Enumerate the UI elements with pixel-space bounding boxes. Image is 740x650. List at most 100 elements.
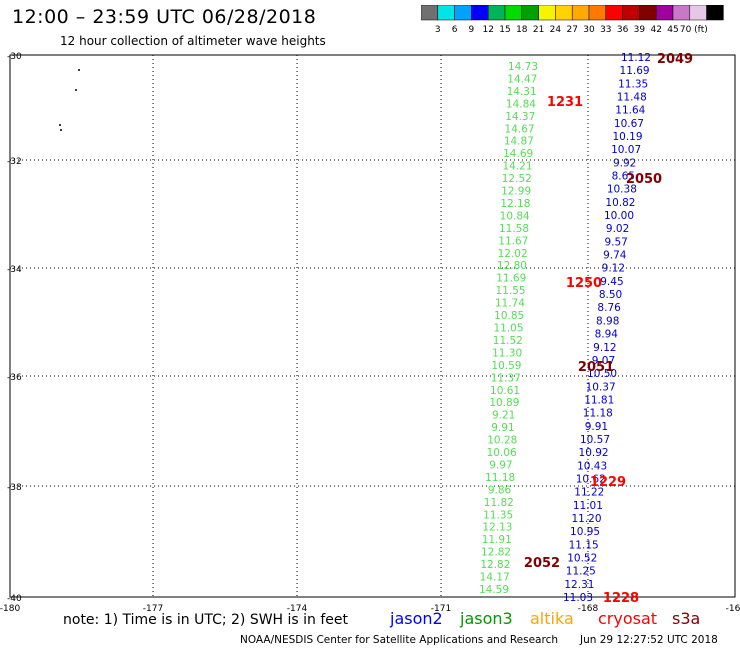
wave-height-value: 10.52 [567, 552, 597, 564]
wave-height-value: 9.74 [603, 250, 627, 262]
orbit-pass-label: 1231 [547, 95, 583, 110]
wave-height-value: 14.84 [506, 98, 536, 110]
wave-height-value: 11.30 [492, 347, 522, 359]
wave-height-value: 12.13 [482, 522, 512, 534]
legend-cryosat: cryosat [598, 609, 657, 628]
wave-height-value: 9.91 [491, 422, 514, 434]
wave-height-value: 14.31 [507, 86, 537, 98]
wave-height-value: 11.01 [573, 500, 603, 512]
orbit-pass-label: 2052 [524, 556, 560, 571]
wave-height-value: 12.31 [564, 579, 594, 591]
orbit-pass-label: 1250 [566, 276, 602, 291]
wave-height-value: 11.05 [493, 323, 523, 335]
island-dot [75, 89, 77, 91]
wave-height-value: 14.69 [503, 148, 533, 160]
wave-height-value: 12.02 [498, 248, 528, 260]
latitude-label: -32 [7, 157, 22, 167]
colorbar-tick-label: 15 [499, 25, 510, 35]
wave-height-value: 10.00 [604, 210, 634, 222]
wave-height-value: 11.64 [615, 105, 645, 117]
island-dot [59, 124, 61, 126]
wave-height-value: 8.98 [596, 315, 619, 327]
units-note: note: 1) Time is in UTC; 2) SWH is in fe… [63, 612, 349, 628]
wave-height-value: 14.37 [505, 111, 535, 123]
wave-height-value: 11.74 [495, 298, 525, 310]
longitude-label: -171 [431, 604, 451, 614]
wave-height-value: 9.02 [606, 223, 629, 235]
latitude-label: -30 [7, 52, 22, 62]
latitude-label: -34 [7, 265, 22, 275]
colorbar-tick-label: 6 [452, 25, 458, 35]
wave-height-value: 10.92 [579, 447, 609, 459]
wave-height-colorbar: 3 6 9 12 15 18 21 24 27 30 33 36 39 42 45 70 (ft) [421, 5, 724, 35]
wave-height-value: 10.43 [577, 460, 607, 472]
wave-height-value: 9.45 [600, 276, 623, 288]
wave-height-value: 11.82 [484, 497, 514, 509]
wave-height-value: 8.65 [612, 171, 635, 183]
wave-height-value: 11.52 [493, 335, 523, 347]
wave-height-value: 10.28 [487, 435, 517, 447]
wave-height-value: 12.82 [481, 547, 511, 559]
wave-height-value: 10.84 [500, 210, 530, 222]
wave-height-value: 11.15 [569, 539, 599, 551]
wave-height-value: 10.95 [570, 526, 600, 538]
wave-height-value: 11.35 [618, 78, 648, 90]
wave-height-value: 11.22 [574, 487, 604, 499]
wave-height-value: 14.17 [480, 572, 510, 584]
island-dot [60, 129, 62, 131]
latitude-label: -36 [7, 373, 22, 383]
wave-height-value: 10.38 [607, 184, 637, 196]
wave-height-value: 9.91 [585, 421, 608, 433]
wave-height-value: 9.07 [592, 355, 615, 367]
satellite-legend: jason2 jason3 altika cryosat s3a [389, 609, 700, 628]
wave-height-value: 11.58 [499, 223, 529, 235]
colorbar-tick-label: 33 [600, 25, 611, 35]
wave-height-value: 12.82 [480, 559, 510, 571]
longitude-label: -180 [0, 604, 20, 614]
wave-height-value: 14.73 [508, 61, 538, 73]
longitude-label: -168 [578, 604, 599, 614]
wave-height-value: 10.57 [580, 434, 610, 446]
latitude-label: -38 [7, 483, 22, 493]
longitude-label: -177 [143, 604, 163, 614]
legend-s3a: s3a [672, 609, 700, 628]
orbit-pass-label: 1228 [603, 591, 639, 606]
colorbar-tick-label: 30 [583, 25, 595, 35]
wave-height-value: 9.21 [492, 410, 515, 422]
legend-altika: altika [530, 609, 574, 628]
map-frame [9, 54, 736, 598]
wave-height-value: 11.81 [584, 394, 614, 406]
colorbar-tick-label: 27 [566, 25, 577, 35]
wave-height-value: 9.57 [604, 236, 627, 248]
longitude-label: -174 [287, 604, 308, 614]
colorbar-swatch [706, 5, 724, 21]
colorbar-tick-label: 21 [533, 25, 544, 35]
wave-height-value: 9.12 [593, 342, 616, 354]
wave-height-value: 9.86 [488, 484, 512, 496]
wave-height-value: 11.37 [491, 372, 521, 384]
colorbar-tick-label: 70 (ft) [680, 25, 708, 35]
wave-height-value: 14.59 [479, 584, 509, 596]
orbit-pass-label: 1229 [590, 475, 626, 490]
wave-height-value: 12.99 [501, 186, 531, 198]
wave-height-value: 10.61 [490, 385, 520, 397]
wave-height-value: 10.06 [487, 447, 517, 459]
wave-height-value: 12.52 [502, 173, 532, 185]
wave-height-value: 11.55 [496, 285, 526, 297]
wave-height-value: 9.12 [602, 263, 625, 275]
wave-height-value: 10.50 [587, 368, 617, 380]
colorbar-tick-label: 12 [482, 25, 493, 35]
colorbar-tick-label: 24 [550, 25, 562, 35]
wave-height-value: 14.67 [505, 123, 535, 135]
wave-height-value: 10.67 [614, 118, 644, 130]
map-subtitle: 12 hour collection of altimeter wave hei… [60, 34, 326, 48]
colorbar-tick-label: 9 [469, 25, 475, 35]
colorbar-tick-label: 36 [617, 25, 629, 35]
wave-height-value: 11.91 [482, 534, 512, 546]
wave-height-value: 11.18 [485, 472, 515, 484]
legend-jason3: jason3 [459, 609, 513, 628]
wave-height-value: 14.87 [504, 136, 534, 148]
colorbar-tick-label: 39 [634, 25, 646, 35]
wave-height-value: 12.80 [497, 260, 527, 272]
